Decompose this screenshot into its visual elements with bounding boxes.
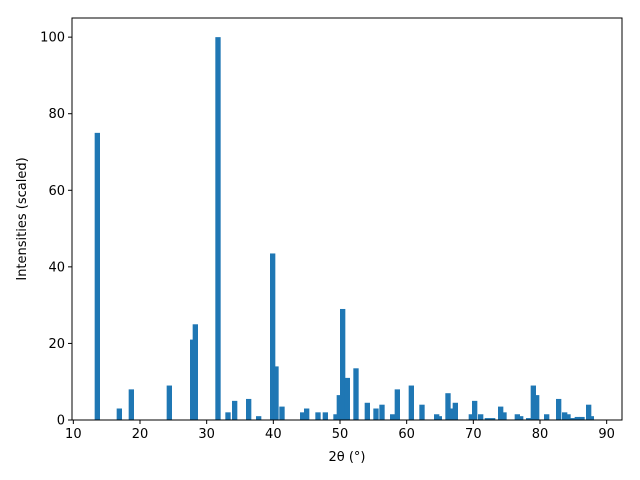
bar xyxy=(273,366,279,420)
bar xyxy=(562,412,568,420)
bar xyxy=(128,389,134,420)
x-tick-label: 20 xyxy=(132,427,149,442)
x-tick-label: 70 xyxy=(465,427,482,442)
bar xyxy=(530,385,536,420)
bar xyxy=(526,418,532,420)
bar xyxy=(501,412,507,420)
y-tick-label: 60 xyxy=(48,184,65,199)
bars-group xyxy=(94,37,594,421)
bar xyxy=(340,308,346,420)
y-tick-label: 0 xyxy=(57,414,65,429)
bar xyxy=(468,414,474,420)
bar xyxy=(565,414,571,420)
bar xyxy=(436,416,442,420)
bar xyxy=(579,416,585,420)
bar xyxy=(390,414,396,420)
bar xyxy=(445,393,451,420)
bar xyxy=(478,414,484,420)
bar xyxy=(304,408,310,420)
bar xyxy=(379,404,385,420)
y-axis-ticks: 0 20 40 60 80 100 xyxy=(40,31,72,429)
bar xyxy=(419,404,425,420)
x-tick-label: 90 xyxy=(598,427,615,442)
bar xyxy=(364,402,370,420)
x-tick-label: 10 xyxy=(65,427,82,442)
y-tick-label: 80 xyxy=(48,107,65,122)
bar xyxy=(556,398,562,420)
bar xyxy=(434,414,440,420)
bar xyxy=(225,412,231,420)
x-tick-label: 50 xyxy=(332,427,349,442)
bar xyxy=(498,406,504,420)
bar xyxy=(586,404,592,420)
bar xyxy=(394,389,400,420)
x-tick-label: 40 xyxy=(265,427,282,442)
bar xyxy=(315,412,321,420)
bar xyxy=(215,37,221,420)
bar xyxy=(344,377,350,420)
y-axis-label: Intensities (scaled) xyxy=(15,157,30,280)
bar xyxy=(570,418,576,420)
bar xyxy=(472,400,478,420)
bar xyxy=(353,368,359,420)
bar xyxy=(448,408,454,420)
bar xyxy=(279,406,285,420)
x-tick-label: 80 xyxy=(532,427,549,442)
bar xyxy=(534,395,540,420)
bar xyxy=(518,416,524,420)
bar xyxy=(574,416,580,420)
plot-frame xyxy=(71,17,623,421)
x-tick-label: 30 xyxy=(198,427,215,442)
y-tick-label: 40 xyxy=(48,260,65,275)
bar xyxy=(333,414,339,420)
bar xyxy=(373,408,379,420)
bar xyxy=(484,418,490,420)
bar xyxy=(192,324,198,420)
bar xyxy=(322,412,328,420)
x-axis-ticks: 10 20 30 40 50 60 70 80 90 xyxy=(65,420,615,442)
bar xyxy=(232,400,238,420)
bar xyxy=(270,253,276,420)
bar xyxy=(246,398,252,420)
x-tick-label: 60 xyxy=(398,427,415,442)
bar xyxy=(94,132,100,421)
bar xyxy=(490,418,496,420)
bar xyxy=(166,385,172,420)
bar xyxy=(544,414,550,420)
bar xyxy=(190,339,196,420)
y-tick-label: 20 xyxy=(48,337,65,352)
bar xyxy=(116,408,122,420)
bar xyxy=(408,385,414,420)
bar xyxy=(300,412,306,420)
bar xyxy=(514,414,520,420)
bar xyxy=(588,416,594,420)
bar xyxy=(452,402,458,420)
x-axis-label: 2θ (°) xyxy=(328,450,365,465)
bar xyxy=(256,416,262,420)
bar xyxy=(336,395,342,420)
y-tick-label: 100 xyxy=(40,31,65,46)
